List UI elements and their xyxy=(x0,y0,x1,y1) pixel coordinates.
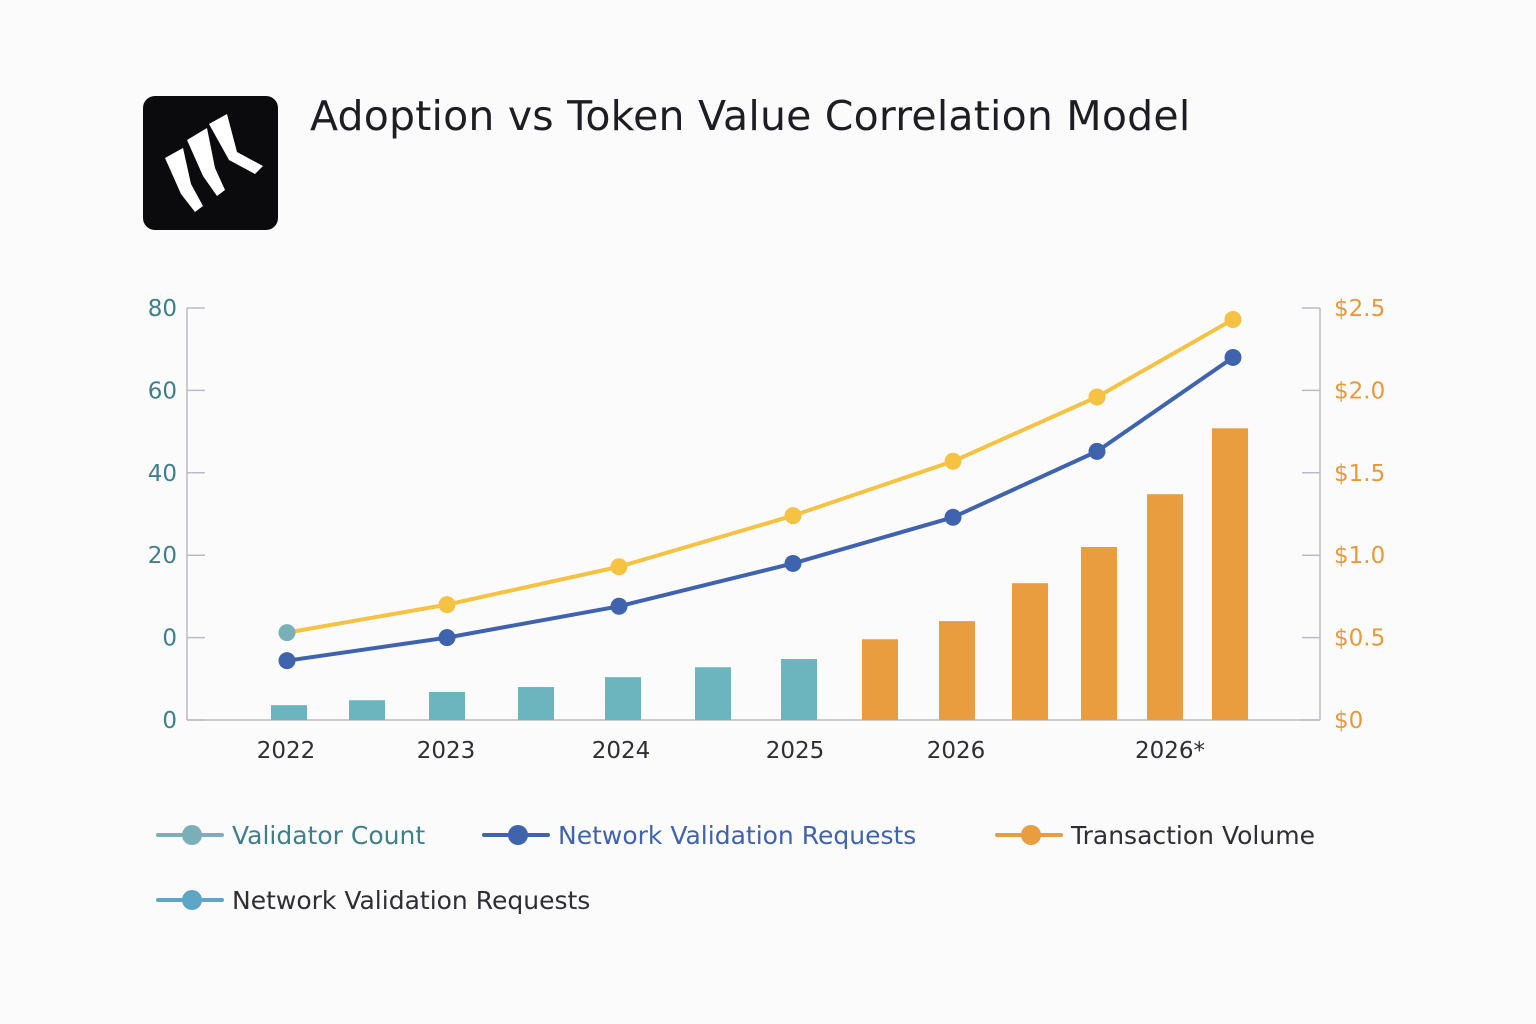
point-network-validation-requests-1 xyxy=(784,554,802,572)
point-validator-count-0 xyxy=(438,596,456,614)
bar xyxy=(429,691,465,720)
legend: Validator Count Network Validation Reques… xyxy=(156,821,1315,915)
point-network-validation-requests-1 xyxy=(944,508,962,526)
right-tick-label: $0 xyxy=(1334,708,1363,734)
left-tick-label: 0 xyxy=(162,626,177,652)
legend-swatch-marker xyxy=(508,825,528,845)
legend-label: Network Validation Requests xyxy=(558,821,916,850)
bar-series xyxy=(271,428,1248,720)
point-validator-count-0 xyxy=(784,507,802,525)
right-tick-label: $1.5 xyxy=(1334,461,1385,487)
x-tick-label: 2022 xyxy=(257,738,316,764)
legend-swatch-marker xyxy=(182,825,202,845)
left-tick-label: 60 xyxy=(148,378,177,404)
right-tick-label: $2.5 xyxy=(1334,296,1385,322)
point-network-validation-requests-1 xyxy=(438,629,456,647)
point-validator-count-0 xyxy=(610,558,628,576)
legend-swatch-marker xyxy=(1021,825,1041,845)
chart-title: Adoption vs Token Value Correlation Mode… xyxy=(310,92,1191,140)
x-tick-label: 2026* xyxy=(1135,738,1205,764)
legend-label: Transaction Volume xyxy=(1070,821,1315,850)
legend-swatch-marker xyxy=(182,890,202,910)
logo-stripe-1 xyxy=(165,148,203,212)
right-tick-label: $1.0 xyxy=(1334,543,1385,569)
bar xyxy=(605,677,641,720)
right-tick-label: $2.0 xyxy=(1334,378,1385,404)
tick-labels: 80 $2.5 60 $2.0 40 $1.5 20 $1.0 0 $0.5 0 $0 2022 2023… xyxy=(148,296,1386,764)
point-validator-count-0 xyxy=(944,452,962,470)
point-validator-count-0 xyxy=(1224,311,1242,329)
brand-logo xyxy=(143,96,278,230)
bar xyxy=(862,639,898,720)
legend-label: Validator Count xyxy=(232,821,425,850)
bar xyxy=(349,700,385,720)
point-network-validation-requests-1 xyxy=(1088,442,1106,460)
bar xyxy=(939,621,975,720)
line-series xyxy=(278,311,1242,670)
logo-mark-icon xyxy=(165,114,263,212)
point-network-validation-requests-1 xyxy=(1224,348,1242,366)
point-network-validation-requests-1 xyxy=(610,597,628,615)
bar xyxy=(695,667,731,720)
bar xyxy=(1081,546,1117,720)
left-tick-label: 40 xyxy=(148,461,177,487)
x-tick-label: 2023 xyxy=(417,738,476,764)
bar xyxy=(518,687,554,720)
bar xyxy=(1212,428,1248,720)
point-validator-count-0 xyxy=(1088,388,1106,406)
bar xyxy=(1012,583,1048,720)
x-tick-label: 2026 xyxy=(927,738,986,764)
right-tick-label: $0.5 xyxy=(1334,626,1385,652)
legend-label: Network Validation Requests xyxy=(232,886,590,915)
x-tick-label: 2025 xyxy=(766,738,825,764)
bar xyxy=(271,705,307,720)
left-tick-label: 0 xyxy=(162,708,177,734)
bar xyxy=(781,659,817,720)
bar xyxy=(1147,494,1183,720)
left-tick-label: 20 xyxy=(148,543,177,569)
point-validator-count-0 xyxy=(278,624,296,642)
logo-stripe-3 xyxy=(209,114,263,174)
point-network-validation-requests-1 xyxy=(278,652,296,670)
logo-stripe-2 xyxy=(187,128,225,196)
left-tick-label: 80 xyxy=(148,296,177,322)
x-tick-label: 2024 xyxy=(592,738,651,764)
